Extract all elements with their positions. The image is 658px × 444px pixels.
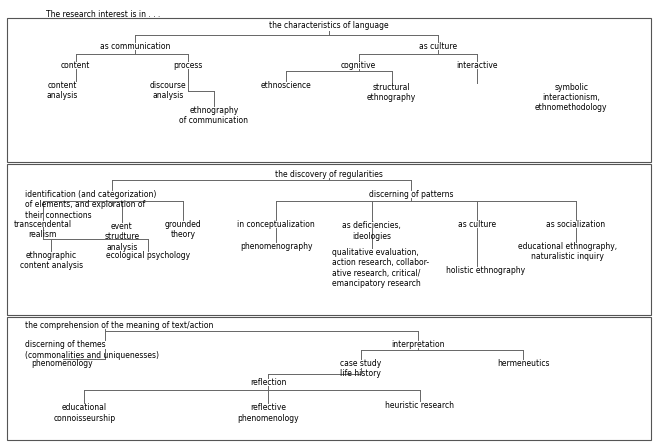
Text: discerning of themes
(commonalities and uniquenesses): discerning of themes (commonalities and … <box>25 340 159 360</box>
Text: ecological psychology: ecological psychology <box>106 251 190 260</box>
Text: event
structure
analysis: event structure analysis <box>104 222 139 252</box>
Text: interpretation: interpretation <box>391 340 445 349</box>
Text: holistic ethnography: holistic ethnography <box>446 266 525 275</box>
Text: as communication: as communication <box>100 42 170 51</box>
Text: the discovery of regularities: the discovery of regularities <box>275 170 383 178</box>
Text: ethnographic
content analysis: ethnographic content analysis <box>20 251 83 270</box>
Text: cognitive: cognitive <box>341 61 376 70</box>
Text: as culture: as culture <box>418 42 457 51</box>
Bar <box>7 18 651 162</box>
Text: grounded
theory: grounded theory <box>164 220 201 239</box>
Text: ethnoscience: ethnoscience <box>261 81 312 90</box>
Text: phenomenography: phenomenography <box>240 242 313 250</box>
Text: educational
connoisseurship: educational connoisseurship <box>53 403 115 423</box>
Text: phenomenology: phenomenology <box>32 359 93 368</box>
Text: interactive: interactive <box>456 61 498 70</box>
Text: discerning of patterns: discerning of patterns <box>369 190 453 199</box>
Text: structural
ethnography: structural ethnography <box>367 83 416 102</box>
Text: identification (and categorization)
of elements, and exploration of
their connec: identification (and categorization) of e… <box>25 190 157 220</box>
Text: qualitative evaluation,
action research, collabor-
ative research, critical/
ema: qualitative evaluation, action research,… <box>332 248 430 288</box>
Text: The research interest is in . . .: The research interest is in . . . <box>46 10 161 19</box>
Bar <box>7 164 651 315</box>
Text: transcendental
realism: transcendental realism <box>14 220 72 239</box>
Text: in conceptualization: in conceptualization <box>238 220 315 229</box>
Text: as deficiencies,
ideologies: as deficiencies, ideologies <box>342 221 401 241</box>
Text: case study
life history: case study life history <box>340 359 381 378</box>
Text: the comprehension of the meaning of text/action: the comprehension of the meaning of text… <box>25 321 213 329</box>
Text: educational ethnography,
naturalistic inquiry: educational ethnography, naturalistic in… <box>518 242 617 261</box>
Text: reflection: reflection <box>250 378 287 387</box>
Text: symbolic
interactionism,
ethnomethodology: symbolic interactionism, ethnomethodolog… <box>535 83 607 112</box>
Text: reflective
phenomenology: reflective phenomenology <box>238 403 299 423</box>
Text: content
analysis: content analysis <box>47 81 78 100</box>
Text: hermeneutics: hermeneutics <box>497 359 549 368</box>
Text: process: process <box>173 61 202 70</box>
Text: as socialization: as socialization <box>546 220 605 229</box>
Text: content: content <box>61 61 90 70</box>
Text: the characteristics of language: the characteristics of language <box>269 21 389 30</box>
Text: discourse
analysis: discourse analysis <box>149 81 186 100</box>
Text: as culture: as culture <box>458 220 496 229</box>
Text: heuristic research: heuristic research <box>386 401 454 410</box>
Bar <box>7 317 651 440</box>
Text: ethnography
of communication: ethnography of communication <box>180 106 248 125</box>
